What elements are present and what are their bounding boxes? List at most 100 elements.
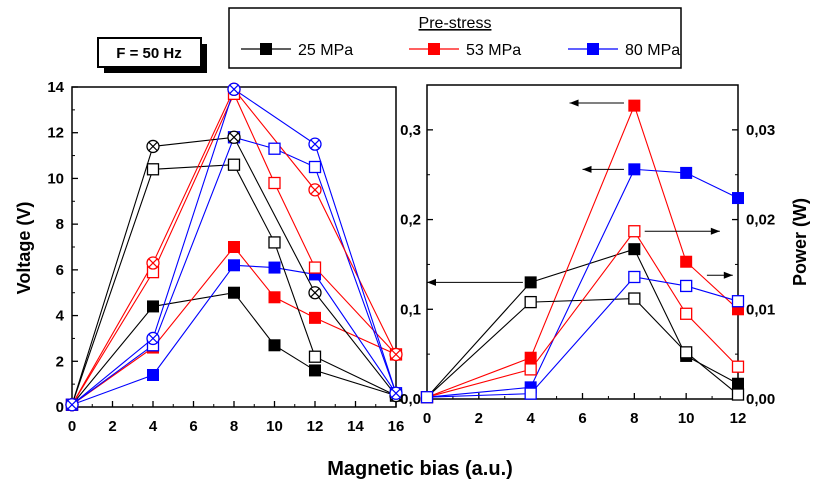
left-ytick-label-0: 0	[56, 399, 64, 416]
arrow-head-3	[710, 227, 720, 235]
right-point-4-3	[680, 307, 693, 320]
left-point-0-2	[228, 286, 240, 299]
left-point-6-2-x2	[229, 132, 239, 142]
right-point-4-2	[628, 225, 641, 238]
left-point-0-1	[147, 300, 159, 313]
arrow-head-2	[582, 165, 592, 173]
right-point-3-2	[628, 292, 641, 305]
right-point-1-1	[524, 351, 537, 364]
left-point-8-4	[389, 386, 403, 400]
right-xtick-label-1: 2	[475, 410, 483, 427]
power-ytick-label-1: 0,01	[746, 301, 775, 318]
left-xtick-label-1: 2	[108, 418, 116, 435]
right-panel: 0 2 4 6 8 10 12 0,0 0,1 0,2 0,3 0,00 0,01 0,02 0,03 Po…	[400, 84, 810, 427]
left-point-4-4	[308, 261, 322, 274]
legend: Pre-stress 25 MPa 53 MPa 80 MPa	[228, 7, 682, 69]
left-point-8-1-x2	[148, 333, 158, 344]
legend-label-0: 25 MPa	[298, 42, 353, 59]
left-point-8-3-x2	[310, 139, 320, 149]
left-xtick-label-2: 4	[149, 418, 158, 435]
left-point-8-1	[146, 331, 160, 346]
arrow-head-1	[569, 99, 579, 107]
left-point-7-1-x2	[148, 258, 158, 268]
left-ytick-label-5: 10	[47, 170, 64, 187]
arrow-annotations	[427, 99, 733, 286]
left-ytick-label-4: 8	[56, 216, 64, 233]
left-series	[65, 82, 403, 412]
right-point-5-3	[680, 279, 693, 293]
left-series-line-0	[71, 292, 397, 406]
right-point-1-2	[628, 99, 641, 112]
arrow-head-0	[427, 278, 436, 286]
right-point-3-4	[731, 388, 745, 401]
left-point-7-3-x2	[310, 185, 320, 195]
right-point-5-2	[628, 270, 641, 284]
left-point-2-2	[228, 259, 240, 272]
left-ytick-label-3: 6	[56, 262, 64, 279]
left-xtick-label-3: 6	[189, 418, 197, 435]
power-ytick-label-3: 0,03	[746, 122, 775, 139]
right-point-1-3	[680, 255, 693, 268]
left-point-2-3	[268, 261, 281, 274]
left-ytick-label-1: 2	[56, 353, 64, 370]
left-ytick-label-7: 14	[47, 79, 64, 96]
right-ytick-label-0: 0,0	[400, 391, 421, 408]
left-ytick-label-6: 12	[47, 125, 64, 142]
left-point-7-4-x2	[391, 349, 401, 360]
legend-label-2: 80 MPa	[625, 42, 680, 59]
right-point-3-1	[524, 295, 537, 309]
left-xtick-label-5: 10	[266, 418, 283, 435]
right-point-4-4	[731, 360, 745, 373]
right-xtick-label-5: 10	[678, 410, 695, 427]
left-point-8-2-x2	[229, 84, 239, 94]
left-point-7-4	[389, 347, 403, 362]
left-point-8-2	[227, 82, 241, 96]
power-ytick-label-0: 0,00	[746, 391, 775, 408]
right-point-0-4	[732, 377, 744, 390]
left-point-0-4	[309, 364, 321, 377]
left-point-0-3	[268, 339, 281, 352]
right-point-2-2	[628, 163, 641, 176]
left-point-2-1	[147, 369, 159, 381]
freq-label-box: F = 50 Hz	[97, 37, 207, 73]
left-point-1-2	[228, 241, 240, 253]
right-point-3-3	[680, 346, 693, 359]
legend-label-1: 53 MPa	[466, 42, 521, 59]
left-point-5-3	[268, 142, 281, 155]
left-axes: 0 2 4 6 8 10 12 14 16 0 2 4 6 8 10 12 14	[47, 79, 404, 435]
legend-marker-0	[260, 43, 272, 55]
left-point-6-3-x2	[310, 288, 320, 298]
power-axis-label: Power (W)	[790, 198, 810, 286]
left-series-line-3	[71, 164, 397, 405]
right-point-2-4	[732, 192, 744, 205]
right-xtick-label-4: 8	[630, 410, 638, 427]
left-point-1-4	[309, 311, 321, 324]
right-axes: 0 2 4 6 8 10 12 0,0 0,1 0,2 0,3 0,00 0,01 0,02 0,03	[400, 84, 775, 427]
left-point-8-0	[65, 398, 79, 412]
left-xtick-label-0: 0	[68, 418, 76, 435]
right-point-0-1	[524, 276, 537, 289]
left-point-8-0-x2	[67, 400, 77, 410]
right-series-line-0	[426, 248, 739, 398]
legend-marker-1	[428, 43, 440, 55]
left-xtick-label-6: 12	[307, 418, 324, 435]
legend-marker-2	[587, 43, 599, 55]
left-xtick-label-8: 16	[388, 418, 405, 435]
left-point-3-1	[146, 163, 160, 176]
left-point-6-1	[146, 139, 160, 154]
freq-label: F = 50 Hz	[116, 45, 181, 62]
left-point-6-3	[308, 286, 322, 300]
right-xtick-label-6: 12	[730, 410, 747, 427]
left-point-5-4	[308, 160, 322, 174]
left-point-6-2	[227, 130, 241, 144]
right-ytick-label-3: 0,3	[400, 122, 421, 139]
left-point-3-4	[308, 350, 322, 363]
right-ytick-label-2: 0,2	[400, 212, 421, 229]
left-point-3-3	[268, 236, 281, 249]
left-series-line-2	[71, 264, 397, 406]
x-axis-label: Magnetic bias (a.u.)	[327, 458, 513, 480]
left-ytick-label-2: 4	[56, 308, 65, 325]
left-ylabel: Voltage (V)	[14, 202, 34, 295]
